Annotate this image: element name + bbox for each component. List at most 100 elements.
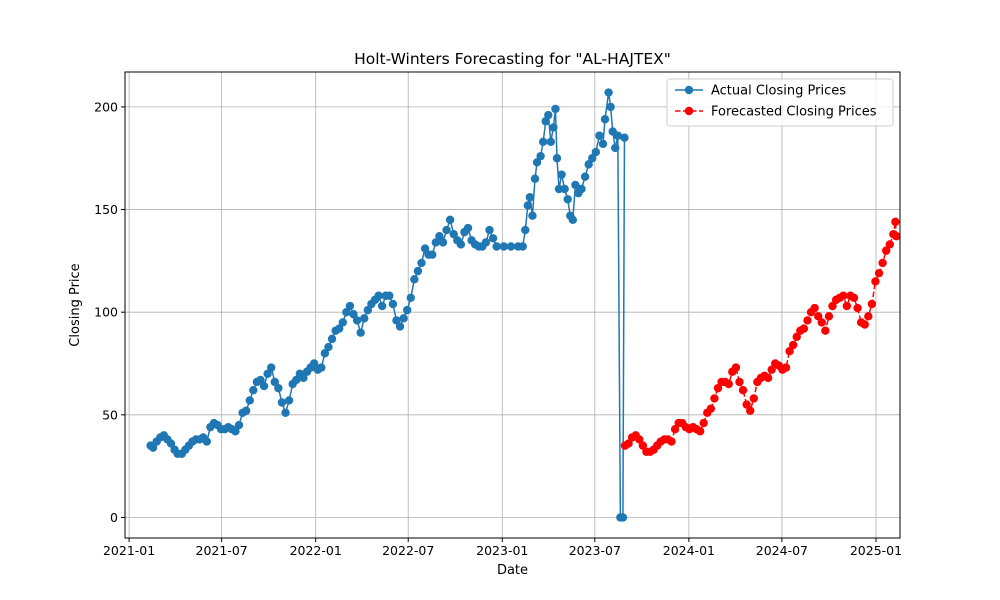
data-point [406, 293, 415, 303]
data-point [395, 322, 405, 331]
x-tick-label: 2023-07 [569, 543, 621, 558]
data-point [342, 307, 351, 317]
data-point [713, 383, 723, 393]
data-point [600, 115, 610, 124]
data-point [249, 385, 258, 395]
data-point [356, 328, 365, 337]
data-point [538, 137, 548, 146]
data-point [735, 377, 744, 387]
series-forecast [620, 217, 901, 456]
data-point [392, 316, 401, 325]
data-point [584, 160, 593, 169]
data-point [428, 250, 437, 259]
data-point [338, 318, 347, 327]
data-point [624, 439, 633, 448]
data-point [549, 123, 558, 132]
data-point [241, 406, 251, 415]
data-point [706, 404, 716, 413]
data-point [611, 143, 620, 153]
x-tick-label: 2022-07 [382, 543, 434, 558]
data-point [853, 303, 862, 313]
data-point [259, 381, 269, 391]
data-point [878, 258, 887, 268]
data-point [284, 396, 294, 405]
data-point [410, 275, 419, 284]
y-tick-label: 50 [102, 407, 118, 422]
data-point [345, 301, 355, 311]
data-point [695, 427, 705, 436]
legend-marker [684, 85, 694, 95]
data-point [532, 158, 542, 167]
x-tick-label: 2024-01 [663, 543, 715, 558]
data-point [327, 334, 337, 344]
x-axis-label: Date [497, 563, 528, 578]
data-point [746, 406, 755, 415]
data-point [885, 240, 894, 249]
y-tick-label: 200 [94, 99, 118, 114]
data-point [892, 232, 901, 241]
data-point [792, 332, 801, 342]
data-point [557, 170, 566, 179]
data-point [781, 363, 791, 372]
data-point [292, 375, 301, 385]
data-point [506, 242, 516, 251]
data-point [763, 373, 773, 383]
data-point [521, 225, 530, 235]
data-point [635, 435, 644, 444]
data-point [335, 324, 344, 333]
series-line [624, 221, 898, 453]
data-point [577, 184, 586, 194]
data-point [492, 242, 501, 251]
x-tick-label: 2024-07 [756, 543, 808, 558]
data-point [710, 394, 719, 403]
data-point [849, 293, 859, 303]
data-point [864, 312, 873, 321]
data-point [839, 291, 848, 300]
data-point [536, 151, 545, 161]
data-point [388, 299, 398, 309]
legend-entry: Actual Closing Prices [675, 84, 846, 99]
data-point [274, 383, 283, 393]
data-point [523, 201, 533, 210]
data-point [530, 174, 540, 183]
data-point [788, 340, 798, 350]
data-point [449, 229, 458, 239]
data-point [667, 437, 676, 446]
data-point [571, 180, 580, 190]
data-point [420, 244, 430, 253]
data-point [402, 305, 412, 315]
data-point [518, 242, 527, 251]
y-tick-label: 150 [94, 202, 118, 217]
plot-frame [124, 71, 901, 539]
data-point [148, 443, 158, 452]
data-point [166, 439, 176, 448]
data-point [417, 258, 426, 268]
x-tick-label: 2025-01 [850, 543, 902, 558]
data-point [320, 349, 330, 358]
legend-entries: Actual Closing Prices Forecasted Closing … [675, 84, 877, 120]
data-point [568, 215, 578, 225]
series-layer [146, 88, 901, 522]
data-point [399, 314, 408, 323]
data-point [435, 232, 444, 241]
data-point [267, 363, 276, 372]
data-point [871, 277, 880, 286]
data-point [595, 131, 604, 140]
data-point [256, 375, 265, 385]
data-point [563, 195, 572, 204]
data-point [860, 320, 869, 329]
data-point [588, 154, 597, 163]
data-point [803, 316, 812, 325]
data-point [377, 301, 387, 311]
data-point [638, 441, 648, 450]
data-point [699, 418, 708, 428]
data-point [767, 365, 776, 374]
data-point [828, 301, 837, 311]
data-point [456, 240, 466, 249]
data-point [604, 88, 613, 97]
data-point [481, 238, 491, 247]
data-point [438, 238, 448, 247]
data-point [810, 303, 819, 313]
data-point [546, 137, 556, 146]
